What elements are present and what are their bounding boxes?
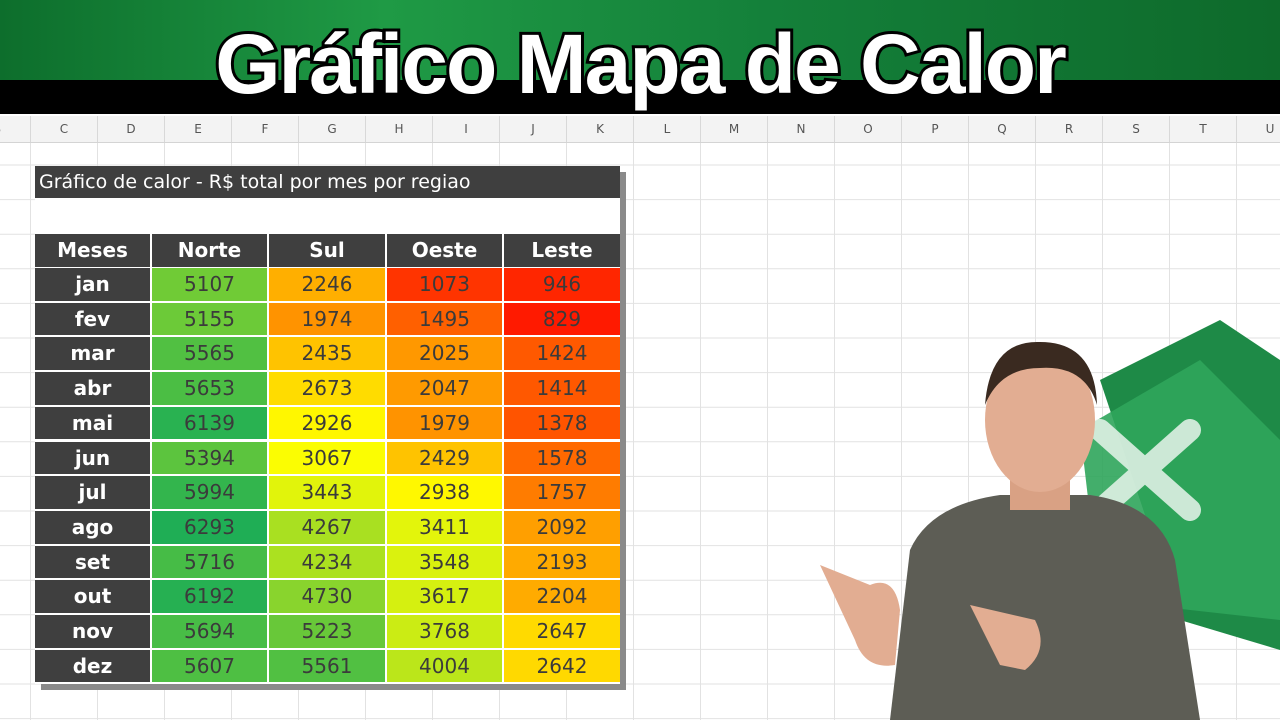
heat-cell: 5607 bbox=[152, 649, 267, 683]
column-header-bar: BCDEFGHIJKLMNOPQRSTU bbox=[0, 116, 1280, 143]
heat-cell: 1578 bbox=[504, 441, 620, 475]
heat-cell: 829 bbox=[504, 302, 620, 336]
month-label: fev bbox=[35, 302, 150, 336]
column-letter: L bbox=[634, 116, 701, 142]
month-label: ago bbox=[35, 510, 150, 544]
month-label: jun bbox=[35, 441, 150, 475]
heat-cell: 2673 bbox=[269, 372, 385, 405]
month-label: abr bbox=[35, 372, 150, 405]
month-label: dez bbox=[35, 649, 150, 683]
banner-background bbox=[0, 0, 1280, 82]
month-label: nov bbox=[35, 615, 150, 648]
heat-cell: 2429 bbox=[387, 441, 502, 475]
column-header: Oeste bbox=[387, 234, 502, 267]
heat-cell: 2204 bbox=[504, 580, 620, 613]
month-label: mai bbox=[35, 406, 150, 440]
heat-cell: 5994 bbox=[152, 476, 267, 509]
month-label: out bbox=[35, 580, 150, 613]
heat-cell: 5394 bbox=[152, 441, 267, 475]
heat-cell: 5694 bbox=[152, 615, 267, 648]
column-header: Sul bbox=[269, 234, 385, 267]
heat-cell: 6139 bbox=[152, 406, 267, 440]
heat-cell: 2938 bbox=[387, 476, 502, 509]
column-letter: U bbox=[1237, 116, 1280, 142]
column-letter: I bbox=[433, 116, 500, 142]
heat-cell: 2435 bbox=[269, 337, 385, 371]
column-letter: E bbox=[165, 116, 232, 142]
column-letter: S bbox=[1103, 116, 1170, 142]
table-title: Gráfico de calor - R$ total por mes por … bbox=[35, 166, 620, 198]
column-letter: D bbox=[98, 116, 165, 142]
column-letter: Q bbox=[969, 116, 1036, 142]
heat-cell: 3067 bbox=[269, 441, 385, 475]
heat-cell: 2642 bbox=[504, 649, 620, 683]
presenter-shirt bbox=[890, 495, 1200, 720]
thumbnail-title: Gráfico Mapa de Calor bbox=[212, 14, 1070, 114]
heat-cell: 2025 bbox=[387, 337, 502, 371]
heat-cell: 2647 bbox=[504, 615, 620, 648]
column-letter: J bbox=[500, 116, 567, 142]
heat-cell: 5561 bbox=[269, 649, 385, 683]
excel-logo-x bbox=[1089, 419, 1201, 521]
heat-cell: 5155 bbox=[152, 302, 267, 336]
heat-cell: 3768 bbox=[387, 615, 502, 648]
heat-cell: 2193 bbox=[504, 545, 620, 579]
column-letter: N bbox=[768, 116, 835, 142]
column-letter: P bbox=[902, 116, 969, 142]
heat-cell: 4004 bbox=[387, 649, 502, 683]
heat-cell: 6293 bbox=[152, 510, 267, 544]
heat-cell: 3411 bbox=[387, 510, 502, 544]
heat-cell: 1757 bbox=[504, 476, 620, 509]
column-letter: F bbox=[232, 116, 299, 142]
heat-cell: 1424 bbox=[504, 337, 620, 371]
column-header: Norte bbox=[152, 234, 267, 267]
heat-cell: 1495 bbox=[387, 302, 502, 336]
heat-cell: 2926 bbox=[269, 406, 385, 440]
heat-cell: 2246 bbox=[269, 268, 385, 301]
heat-cell: 3443 bbox=[269, 476, 385, 509]
column-letter: C bbox=[31, 116, 98, 142]
banner-band bbox=[0, 80, 1280, 114]
heat-cell: 946 bbox=[504, 268, 620, 301]
heat-cell: 4730 bbox=[269, 580, 385, 613]
heat-cell: 1414 bbox=[504, 372, 620, 405]
heat-cell: 1979 bbox=[387, 406, 502, 440]
heat-cell: 1073 bbox=[387, 268, 502, 301]
heat-cell: 3617 bbox=[387, 580, 502, 613]
month-label: set bbox=[35, 545, 150, 579]
column-letter: O bbox=[835, 116, 902, 142]
presenter-hair bbox=[985, 341, 1097, 405]
month-label: jan bbox=[35, 268, 150, 301]
column-letter: G bbox=[299, 116, 366, 142]
presenter-face bbox=[985, 348, 1095, 492]
heat-cell: 6192 bbox=[152, 580, 267, 613]
column-letter: T bbox=[1170, 116, 1237, 142]
heat-cell: 5107 bbox=[152, 268, 267, 301]
month-label: jul bbox=[35, 476, 150, 509]
column-letter: R bbox=[1036, 116, 1103, 142]
presenter-pointing-hand bbox=[970, 605, 1041, 670]
presenter-thumb-hand bbox=[820, 565, 900, 666]
heat-cell: 3548 bbox=[387, 545, 502, 579]
column-letter: M bbox=[701, 116, 768, 142]
month-label: mar bbox=[35, 337, 150, 371]
heat-cell: 2092 bbox=[504, 510, 620, 544]
presenter-area bbox=[820, 320, 1280, 720]
heat-cell: 5653 bbox=[152, 372, 267, 405]
column-letter: B bbox=[0, 116, 31, 142]
heat-cell: 4234 bbox=[269, 545, 385, 579]
heat-cell: 5565 bbox=[152, 337, 267, 371]
heat-cell: 1378 bbox=[504, 406, 620, 440]
heat-cell: 2047 bbox=[387, 372, 502, 405]
column-letter: K bbox=[567, 116, 634, 142]
column-header: Leste bbox=[504, 234, 620, 267]
heat-cell: 1974 bbox=[269, 302, 385, 336]
column-header: Meses bbox=[35, 234, 150, 267]
column-letter: H bbox=[366, 116, 433, 142]
heat-cell: 4267 bbox=[269, 510, 385, 544]
heat-cell: 5223 bbox=[269, 615, 385, 648]
heat-cell: 5716 bbox=[152, 545, 267, 579]
